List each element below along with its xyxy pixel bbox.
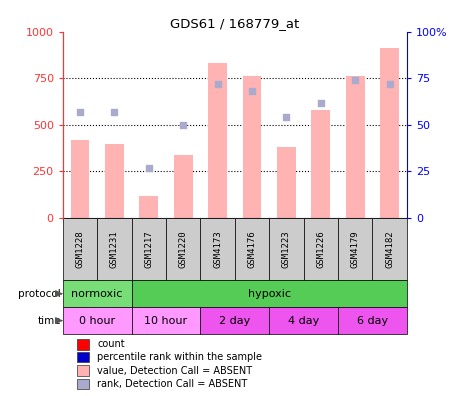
Text: GSM4173: GSM4173 — [213, 230, 222, 268]
Point — [145, 165, 153, 171]
Text: percentile rank within the sample: percentile rank within the sample — [97, 352, 262, 362]
Bar — [71, 140, 89, 218]
Bar — [77, 366, 88, 376]
Bar — [132, 307, 200, 334]
Text: 10 hour: 10 hour — [145, 316, 187, 326]
Text: GSM4179: GSM4179 — [351, 230, 360, 268]
Text: GSM4182: GSM4182 — [385, 230, 394, 268]
Point — [179, 122, 187, 128]
Bar — [77, 379, 88, 389]
Bar — [63, 280, 132, 307]
Bar — [269, 307, 338, 334]
Bar — [338, 307, 407, 334]
Bar — [269, 218, 304, 280]
Point — [248, 88, 256, 95]
Text: 6 day: 6 day — [357, 316, 388, 326]
Point — [283, 114, 290, 121]
Bar — [132, 280, 407, 307]
Title: GDS61 / 168779_at: GDS61 / 168779_at — [170, 17, 299, 30]
Bar — [380, 48, 399, 218]
Point — [386, 81, 393, 87]
Text: time: time — [37, 316, 61, 326]
Text: value, Detection Call = ABSENT: value, Detection Call = ABSENT — [97, 366, 252, 375]
Text: count: count — [97, 339, 125, 350]
Bar — [208, 63, 227, 218]
Bar — [77, 339, 88, 350]
Bar — [77, 352, 88, 362]
Point — [352, 77, 359, 83]
Bar — [235, 218, 269, 280]
Text: GSM1223: GSM1223 — [282, 230, 291, 268]
Bar — [304, 218, 338, 280]
Bar — [63, 218, 97, 280]
Bar — [105, 143, 124, 218]
Point — [214, 81, 221, 87]
Text: GSM1228: GSM1228 — [75, 230, 85, 268]
Text: 2 day: 2 day — [219, 316, 251, 326]
Point — [76, 109, 84, 115]
Bar — [346, 76, 365, 218]
Bar — [166, 218, 200, 280]
Text: hypoxic: hypoxic — [248, 289, 291, 299]
Text: 4 day: 4 day — [288, 316, 319, 326]
Bar — [174, 155, 193, 218]
Bar — [312, 110, 330, 218]
Bar — [132, 218, 166, 280]
Text: GSM4176: GSM4176 — [247, 230, 257, 268]
Text: GSM1217: GSM1217 — [144, 230, 153, 268]
Text: GSM1231: GSM1231 — [110, 230, 119, 268]
Bar — [140, 196, 158, 218]
Bar — [243, 76, 261, 218]
Bar — [97, 218, 132, 280]
Bar — [200, 307, 269, 334]
Text: protocol: protocol — [18, 289, 61, 299]
Text: 0 hour: 0 hour — [79, 316, 115, 326]
Bar — [200, 218, 235, 280]
Point — [317, 99, 325, 106]
Text: GSM1220: GSM1220 — [179, 230, 188, 268]
Point — [111, 109, 118, 115]
Text: GSM1226: GSM1226 — [316, 230, 326, 268]
Bar — [63, 307, 132, 334]
Text: normoxic: normoxic — [72, 289, 123, 299]
Bar — [372, 218, 407, 280]
Text: rank, Detection Call = ABSENT: rank, Detection Call = ABSENT — [97, 379, 247, 389]
Bar — [277, 147, 296, 218]
Bar — [338, 218, 372, 280]
